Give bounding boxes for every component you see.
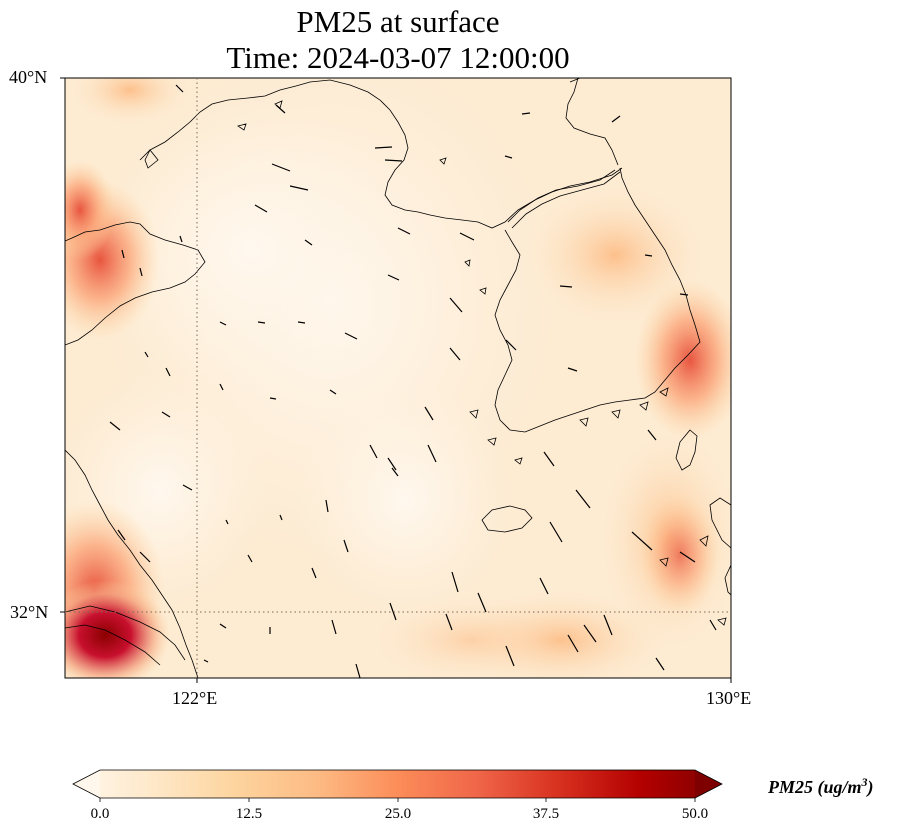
gridlines xyxy=(65,78,731,678)
map-subtitle-time: Time: 2024-03-07 12:00:00 xyxy=(226,40,570,75)
liaodong-coast xyxy=(139,85,297,161)
jiangsu-coast xyxy=(65,449,199,678)
colorbar-extend-max xyxy=(695,770,722,798)
kyushu-south-coast xyxy=(724,564,731,596)
north-korea-east-coast xyxy=(565,78,619,166)
shandong-coast xyxy=(65,221,206,346)
jeju-island xyxy=(481,505,533,533)
colorbar-tick-label: 25.0 xyxy=(384,806,412,822)
colorbar-label: PM25 (ug/m3) xyxy=(768,775,874,797)
wind-vectors xyxy=(109,84,717,678)
coastlines xyxy=(65,78,731,678)
lon-tick-label-130e: 130°E xyxy=(706,688,752,708)
colorbar-tick-label: 37.5 xyxy=(532,806,560,822)
korea-peninsula-coast xyxy=(494,167,701,433)
kyushu-coast xyxy=(709,497,731,549)
small-islands xyxy=(144,100,727,626)
lon-tick-label-122e: 122°E xyxy=(172,688,218,708)
yangtze-estuary-south xyxy=(65,624,161,666)
lat-tick-label-40n: 40°N xyxy=(9,67,48,87)
colorbar-tick-label: 50.0 xyxy=(681,806,709,822)
colorbar-tick-label: 0.0 xyxy=(90,806,110,822)
colorbar-tick-label: 12.5 xyxy=(235,806,263,822)
colorbar-extend-min xyxy=(73,770,100,798)
dmz-border xyxy=(507,169,621,229)
north-korea-west-coast xyxy=(295,79,623,229)
axis-ticks xyxy=(60,77,732,683)
map-title: PM25 at surface xyxy=(296,4,500,39)
pm25-field xyxy=(65,78,731,678)
tsushima-island xyxy=(675,429,698,471)
map-frame xyxy=(64,77,732,679)
lat-tick-label-32n: 32°N xyxy=(10,602,49,622)
colorbar-gradient xyxy=(73,770,722,798)
colorbar xyxy=(72,769,723,802)
yangtze-estuary-north xyxy=(65,605,186,661)
